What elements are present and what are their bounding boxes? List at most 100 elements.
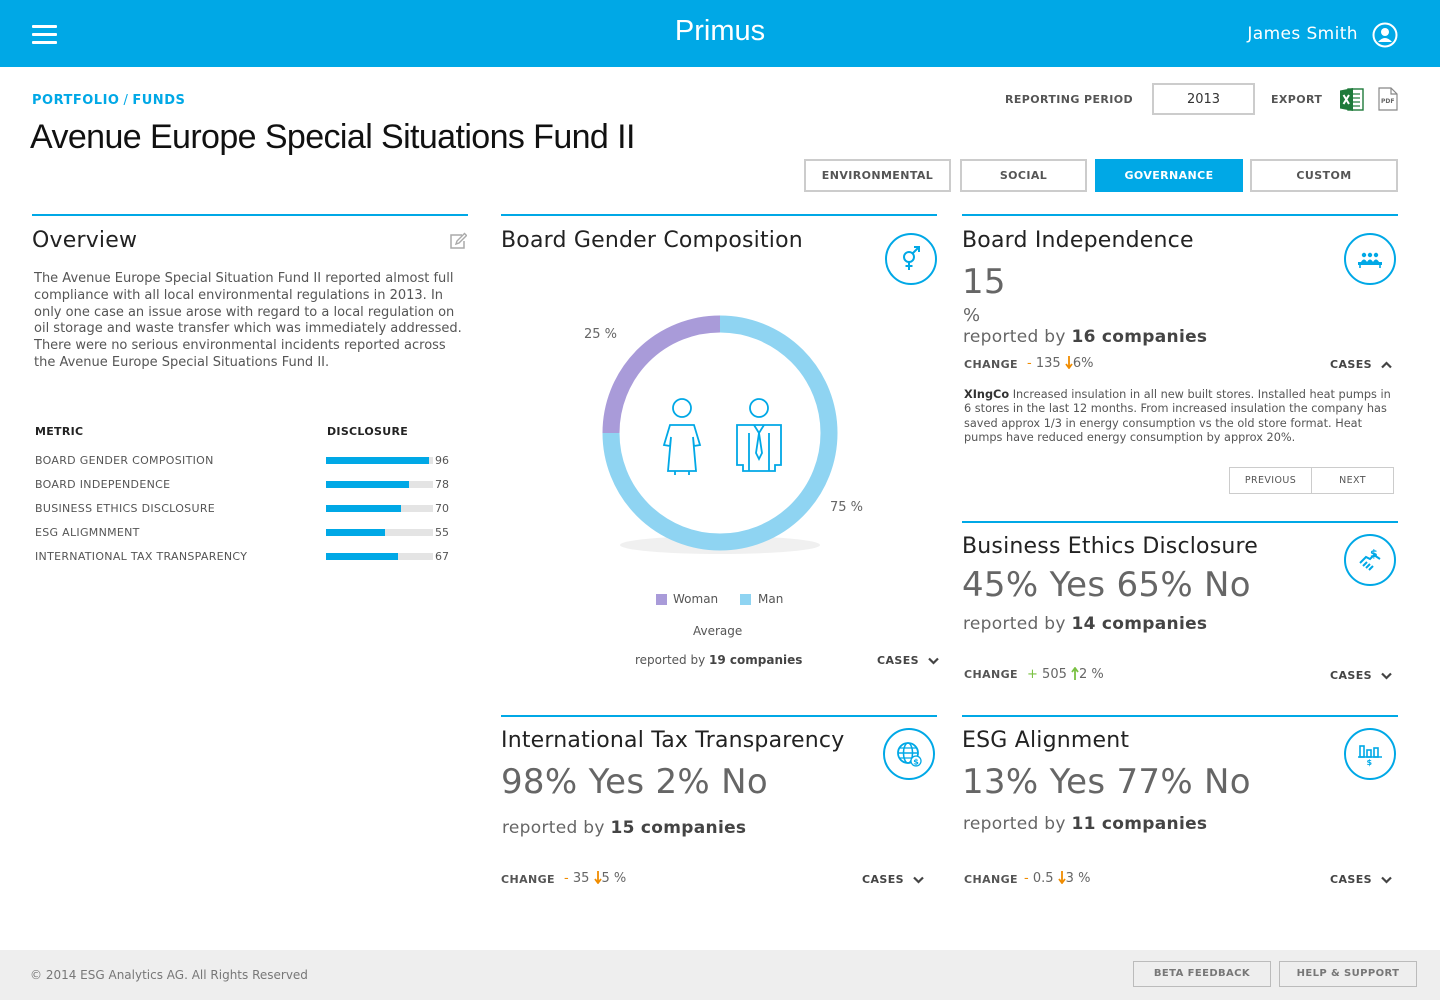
user-circle-icon[interactable]: [1372, 22, 1398, 48]
disclosure-bar: [326, 529, 433, 536]
tax-cases-toggle[interactable]: CASES: [862, 873, 924, 886]
metric-name: BUSINESS ETHICS DISCLOSURE: [35, 502, 216, 515]
disclosure-bar-fill: [326, 529, 385, 536]
donut-slice-woman[interactable]: [602, 315, 721, 434]
case-company: XIngCo: [964, 388, 1010, 401]
previous-button[interactable]: PREVIOUS: [1229, 467, 1312, 494]
boardroom-icon[interactable]: [1344, 233, 1396, 285]
man-percentage-label: 75 %: [830, 500, 864, 515]
disclosure-value: 55: [435, 526, 449, 539]
case-text: Increased insulation in all new built st…: [964, 388, 1391, 445]
change-percent: 3 %: [1065, 871, 1091, 886]
ethics-divider: [962, 521, 1398, 523]
help-support-button[interactable]: HELP & SUPPORT: [1279, 961, 1417, 987]
legend-swatch-man: [740, 594, 751, 605]
esg-divider: [962, 715, 1398, 717]
reported-count: 11 companies: [1071, 814, 1208, 834]
gender-symbol-icon[interactable]: [885, 233, 937, 285]
ethics-cases-toggle[interactable]: CASES: [1330, 669, 1392, 682]
esg-change: - 0.5 3 %: [1024, 871, 1090, 886]
gender-reported: reported by 19 companies: [635, 653, 802, 667]
top-bar: Primus James Smith: [0, 0, 1440, 67]
hamburger-icon[interactable]: [32, 25, 57, 45]
chevron-down-icon: [1381, 876, 1392, 884]
reported-count: 15 companies: [610, 818, 747, 838]
ethics-value: 45% Yes 65% No: [962, 565, 1251, 605]
svg-text:$: $: [1370, 547, 1378, 560]
globe-money-icon[interactable]: $: [883, 728, 935, 780]
change-sign: -: [1027, 356, 1032, 371]
breadcrumb-separator: /: [123, 93, 129, 108]
tax-divider: [501, 715, 937, 717]
page-title: Avenue Europe Special Situations Fund II: [30, 118, 635, 156]
brand-logo[interactable]: Primus: [674, 15, 766, 47]
beta-feedback-button[interactable]: BETA FEEDBACK: [1133, 961, 1271, 987]
edit-icon[interactable]: [449, 232, 467, 250]
user-name[interactable]: James Smith: [1247, 24, 1358, 44]
change-value: 35: [572, 871, 590, 886]
metric-name: BOARD INDEPENDENCE: [35, 478, 171, 491]
change-percent: 6%: [1072, 356, 1094, 371]
change-percent: 2 %: [1079, 667, 1104, 682]
cases-label: CASES: [877, 654, 919, 667]
excel-icon[interactable]: [1339, 87, 1364, 112]
breadcrumb-funds[interactable]: FUNDS: [132, 93, 186, 108]
independence-change-label: CHANGE: [964, 358, 1018, 371]
disclosure-bar: [326, 553, 433, 560]
reporting-period-input[interactable]: [1152, 83, 1255, 115]
overview-divider: [32, 214, 468, 216]
bar-chart-money-icon[interactable]: $: [1344, 728, 1396, 780]
pdf-icon[interactable]: PDF: [1378, 87, 1398, 111]
tab-social[interactable]: SOCIAL: [960, 159, 1087, 192]
tab-governance[interactable]: GOVERNANCE: [1095, 159, 1243, 192]
change-sign: +: [1027, 667, 1038, 682]
reporting-period-label: REPORTING PERIOD: [1005, 93, 1134, 106]
donut-slice-man[interactable]: [602, 315, 838, 551]
breadcrumb-portfolio[interactable]: PORTFOLIO: [32, 93, 120, 108]
reported-count: 16 companies: [1071, 327, 1208, 347]
independence-cases-toggle[interactable]: CASES: [1330, 358, 1392, 371]
change-value: 505: [1042, 667, 1067, 682]
reported-prefix: reported by: [502, 818, 605, 838]
chevron-down-icon: [1381, 672, 1392, 680]
arrow-down-icon: [1057, 871, 1066, 885]
handshake-money-icon[interactable]: $: [1344, 534, 1396, 586]
tax-title: International Tax Transparency: [501, 728, 845, 753]
disclosure-value: 78: [435, 478, 449, 491]
metric-name: BOARD GENDER COMPOSITION: [35, 454, 214, 467]
gender-cases-toggle[interactable]: CASES: [877, 654, 939, 667]
tab-custom[interactable]: CUSTOM: [1250, 159, 1398, 192]
metric-column-header: METRIC: [35, 425, 84, 438]
woman-percentage-label: 25 %: [584, 327, 618, 342]
disclosure-bar-fill: [326, 457, 429, 464]
copyright-text: © 2014 ESG Analytics AG. All Rights Rese…: [30, 968, 308, 982]
arrow-down-icon: [593, 871, 602, 885]
cases-label: CASES: [1330, 669, 1372, 682]
man-figure-icon: [736, 398, 782, 472]
change-value: 0.5: [1032, 871, 1054, 886]
gender-title: Board Gender Composition: [501, 228, 803, 253]
svg-text:$: $: [1367, 758, 1373, 767]
legend-label-woman: Woman: [673, 592, 719, 606]
chevron-up-icon: [1381, 361, 1392, 369]
change-percent: 5 %: [601, 871, 627, 886]
ethics-change: + 505 2 %: [1027, 666, 1104, 682]
reported-count: 14 companies: [1071, 614, 1208, 634]
change-value: 135: [1035, 356, 1061, 371]
change-sign: -: [1024, 871, 1029, 886]
esg-reported: reported by 11 companies: [963, 814, 1207, 834]
ethics-reported: reported by 14 companies: [963, 614, 1207, 634]
esg-cases-toggle[interactable]: CASES: [1330, 873, 1392, 886]
disclosure-bar-fill: [326, 553, 398, 560]
overview-title: Overview: [32, 228, 138, 253]
pdf-icon-label: PDF: [1381, 98, 1395, 105]
average-label: Average: [693, 624, 743, 638]
disclosure-bar: [326, 481, 433, 488]
next-button[interactable]: NEXT: [1311, 467, 1394, 494]
disclosure-bar-fill: [326, 505, 401, 512]
independence-unit: %: [963, 305, 981, 326]
tab-environmental[interactable]: ENVIRONMENTAL: [804, 159, 951, 192]
esg-title: ESG Alignment: [962, 728, 1130, 753]
esg-change-label: CHANGE: [964, 873, 1018, 886]
case-description: XIngCo Increased insulation in all new b…: [964, 388, 1392, 446]
